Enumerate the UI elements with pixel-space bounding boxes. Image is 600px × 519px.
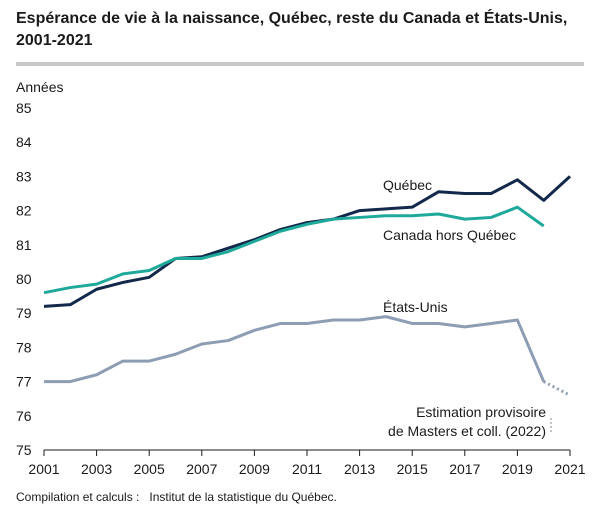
x-tick-2021: 2021	[554, 461, 585, 477]
annotation-line-1: Estimation provisoire	[416, 404, 546, 420]
series-labels: Québec Canada hors Québec États-Unis	[383, 177, 516, 315]
x-tick-2001: 2001	[28, 461, 59, 477]
y-tick-77: 77	[16, 374, 32, 390]
x-tick-2007: 2007	[186, 461, 217, 477]
y-tick-84: 84	[16, 134, 32, 150]
series-line-quebec	[43, 175, 572, 308]
series-label-canada-hors-quebec: Canada hors Québec	[383, 227, 516, 243]
x-tick-2013: 2013	[344, 461, 375, 477]
chart-title-line-1: Espérance de vie à la naissance, Québec,…	[16, 10, 568, 27]
y-tick-76: 76	[16, 408, 32, 424]
x-tick-2005: 2005	[134, 461, 165, 477]
series-line-canada-hors-quebec	[43, 205, 545, 295]
y-tick-80: 80	[16, 271, 32, 287]
y-axis-label: Années	[16, 79, 63, 95]
series-label-etats-unis: États-Unis	[383, 299, 448, 315]
annotation: Estimation provisoire de Masters et coll.…	[388, 404, 552, 439]
series-line-etats-unis	[44, 315, 546, 384]
y-tick-82: 82	[16, 203, 32, 219]
title-divider	[16, 62, 584, 66]
y-tick-81: 81	[16, 237, 32, 253]
y-tick-75: 75	[16, 442, 32, 458]
y-tick-79: 79	[16, 305, 32, 321]
y-tick-78: 78	[16, 339, 32, 355]
annotation-line-2: de Masters et coll. (2022)	[388, 423, 546, 439]
x-tick-2015: 2015	[397, 461, 428, 477]
chart-title: Espérance de vie à la naissance, Québec,…	[16, 8, 584, 52]
x-tick-2003: 2003	[81, 461, 112, 477]
source-note: Compilation et calculs : Institut de la …	[16, 490, 337, 504]
series-group	[43, 175, 572, 397]
y-axis-ticks: 75 76 77 78 79 80 81 82 83 84 85	[16, 100, 32, 458]
x-tick-2011: 2011	[292, 461, 322, 477]
y-tick-83: 83	[16, 168, 32, 184]
x-tick-2017: 2017	[449, 461, 480, 477]
chart-title-line-2: 2001-2021	[16, 32, 93, 49]
series-label-quebec: Québec	[383, 177, 432, 193]
y-tick-85: 85	[16, 100, 32, 116]
x-tick-2019: 2019	[502, 461, 533, 477]
x-tick-2009: 2009	[239, 461, 270, 477]
series-line-provisional-etats-unis	[543, 380, 571, 397]
x-axis-ticks: 2001 2003 2005 2007 2009 2011 2013 2015 2017 2019…	[28, 450, 586, 477]
